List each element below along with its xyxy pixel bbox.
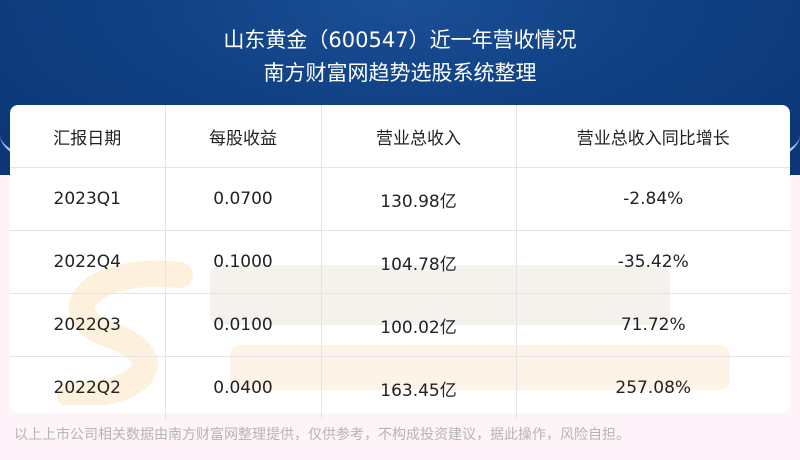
table-cell: -2.84%: [516, 167, 790, 231]
data-table-card: 汇报日期 每股收益 营业总收入 营业总收入同比增长 2023Q1 0.0700 13…: [10, 105, 790, 419]
table-row: 2022Q4 0.1000 104.78亿 -35.42%: [10, 230, 790, 294]
table-cell: 0.1000: [165, 230, 322, 294]
table-cell: 163.45亿: [321, 356, 517, 419]
page-subtitle: 南方财富网趋势选股系统整理: [263, 61, 537, 85]
table-header-row: 汇报日期 每股收益 营业总收入 营业总收入同比增长: [10, 105, 790, 168]
table-cell: 2022Q4: [10, 230, 166, 294]
table-cell: 100.02亿: [321, 293, 517, 357]
table-cell: 0.0700: [165, 167, 322, 231]
table-cell: 0.0400: [165, 356, 322, 419]
column-header: 营业总收入同比增长: [516, 105, 790, 168]
table-row: 2023Q1 0.0700 130.98亿 -2.84%: [10, 167, 790, 231]
table-cell: 0.0100: [165, 293, 322, 357]
page-title: 山东黄金（600547）近一年营收情况: [223, 28, 577, 52]
revenue-table: 汇报日期 每股收益 营业总收入 营业总收入同比增长 2023Q1 0.0700 13…: [10, 105, 790, 419]
table-cell: 104.78亿: [321, 230, 517, 294]
table-cell: 130.98亿: [321, 167, 517, 231]
column-header: 营业总收入: [321, 105, 517, 168]
table-cell: 71.72%: [516, 293, 790, 357]
table-cell: 257.08%: [615, 378, 692, 398]
table-cell: 2022Q2: [10, 356, 166, 419]
column-header: 每股收益: [165, 105, 322, 168]
table-cell: 2022Q3: [10, 293, 166, 357]
table-cell: 2023Q1: [10, 167, 166, 231]
disclaimer: 以上上市公司相关数据由南方财富网整理提供，仅供参考，不构成投资建议，据此操作，风…: [14, 427, 630, 443]
table-cell: -35.42%: [516, 230, 790, 294]
table-row: 2022Q3 0.0100 100.02亿 71.72%: [10, 293, 790, 357]
column-header: 汇报日期: [10, 105, 166, 168]
table-row: 2022Q2 0.0400 163.45亿 257.08%: [10, 356, 790, 419]
